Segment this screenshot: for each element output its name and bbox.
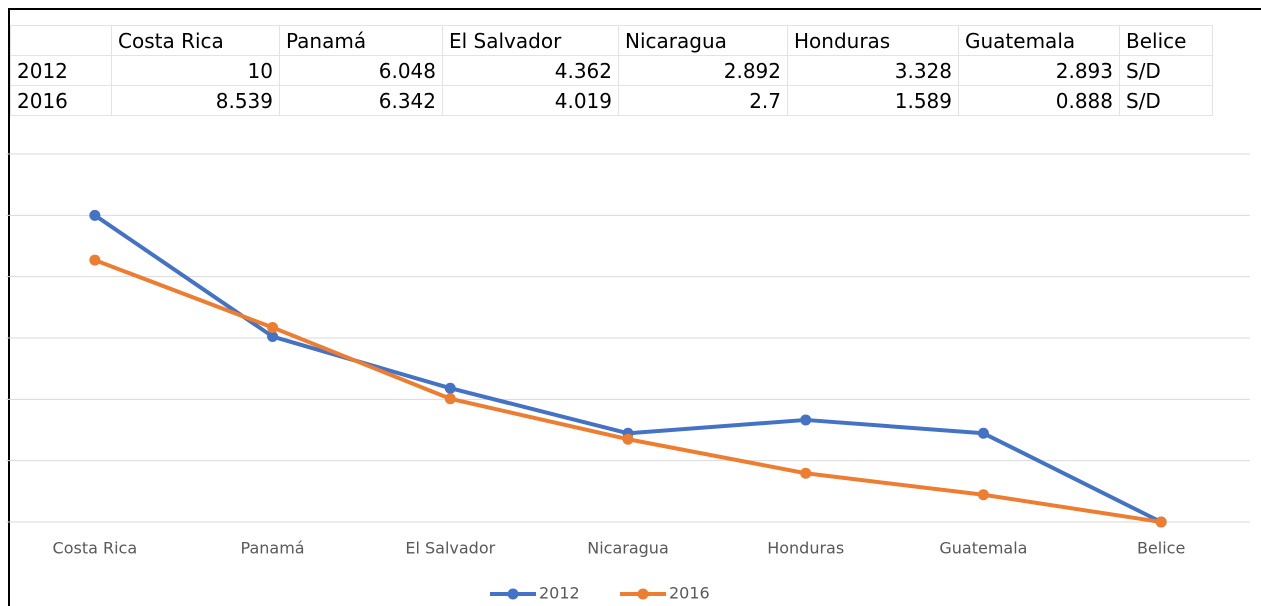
table-cell: Nicaragua — [618, 25, 788, 56]
table-cell: El Salvador — [442, 25, 619, 56]
legend-marker — [637, 588, 649, 600]
table-row: 2016 8.539 6.342 4.019 2.7 1.589 0.888 S/D — [10, 85, 1213, 116]
table-cell: 3.328 — [787, 55, 959, 86]
table-cell: 0.888 — [958, 85, 1120, 116]
series-point — [622, 433, 634, 445]
series-point — [444, 393, 456, 405]
table-cell: Costa Rica — [111, 25, 280, 56]
x-tick-label: Costa Rica — [53, 539, 138, 558]
table-cell: 2.893 — [958, 55, 1120, 86]
series-point — [977, 489, 989, 501]
table-cell: 4.019 — [442, 85, 619, 116]
table-cell: S/D — [1119, 85, 1213, 116]
series-line — [94, 258, 1162, 524]
series-line — [93, 213, 1163, 524]
series-point — [800, 467, 812, 479]
table-cell: Honduras — [787, 25, 959, 56]
table-cell: Guatemala — [958, 25, 1120, 56]
sheet-frame — [8, 8, 1261, 606]
legend-label: 2012 — [539, 584, 580, 603]
x-tick-label: Belice — [1137, 539, 1185, 558]
table-cell: 2.7 — [618, 85, 788, 116]
series-point — [89, 209, 101, 221]
table-cell: 2012 — [10, 55, 112, 86]
table-cell — [10, 25, 112, 56]
legend-label: 2016 — [669, 584, 710, 603]
x-tick-label: Honduras — [767, 539, 844, 558]
table-cell: 6.048 — [279, 55, 443, 86]
legend-marker — [507, 588, 519, 600]
table-cell: 8.539 — [111, 85, 280, 116]
table-cell: 10 — [111, 55, 280, 86]
table-row: 2012 10 6.048 4.362 2.892 3.328 2.893 S/D — [10, 55, 1213, 86]
data-table: Costa Rica Panamá El Salvador Nicaragua Hond… — [10, 25, 1213, 116]
table-row: Costa Rica Panamá El Salvador Nicaragua Hond… — [10, 25, 1213, 56]
x-tick-label: Panamá — [241, 539, 305, 558]
table-cell: 1.589 — [787, 85, 959, 116]
series-point — [977, 427, 989, 439]
x-tick-label: Guatemala — [939, 539, 1027, 558]
series-point — [1155, 516, 1167, 528]
table-cell: Belice — [1119, 25, 1213, 56]
series-point — [267, 331, 279, 343]
series-point — [444, 382, 456, 394]
table-cell: 6.342 — [279, 85, 443, 116]
series-point — [267, 322, 279, 334]
series-point — [800, 414, 812, 426]
table-cell: 2.892 — [618, 55, 788, 86]
series-point — [89, 254, 101, 266]
table-cell: 2016 — [10, 85, 112, 116]
x-tick-label: Nicaragua — [587, 539, 669, 558]
x-tick-label: El Salvador — [405, 539, 495, 558]
table-cell: Panamá — [279, 25, 443, 56]
